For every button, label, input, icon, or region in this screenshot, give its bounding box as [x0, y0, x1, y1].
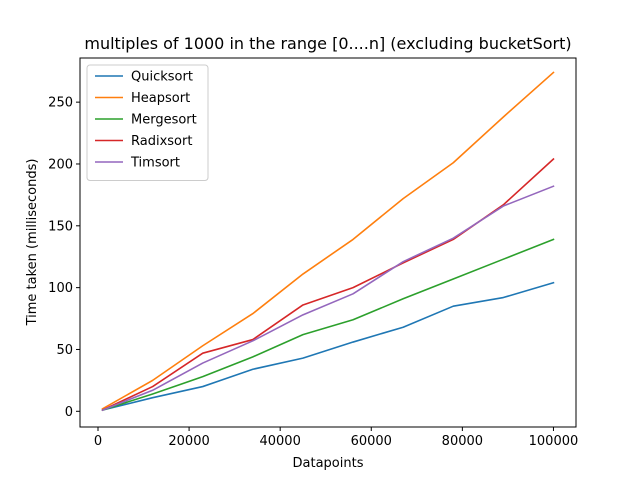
x-axis-label: Datapoints — [293, 456, 364, 471]
series-line-mergesort — [101, 238, 555, 412]
legend-label-mergesort: Mergesort — [131, 113, 197, 128]
x-tick-label: 60000 — [351, 434, 392, 449]
series-line-timsort — [101, 185, 555, 412]
y-tick-label: 250 — [48, 96, 73, 111]
x-tick-label: 20000 — [168, 434, 209, 449]
x-tick-label: 80000 — [442, 434, 483, 449]
y-tick-label: 200 — [48, 157, 73, 172]
legend-label-timsort: Timsort — [130, 156, 180, 171]
series-line-heapsort — [101, 71, 555, 410]
legend: Quicksort Heapsort Mergesort Radixsort Timso… — [86, 64, 209, 181]
chart-title: multiples of 1000 in the range [0....n] … — [84, 34, 571, 53]
x-tick-label: 0 — [94, 434, 102, 449]
legend-label-quicksort: Quicksort — [131, 70, 193, 85]
y-tick-label: 50 — [56, 343, 73, 358]
series-layer — [101, 71, 555, 412]
ticks-layer: 0 20000 40000 60000 80000 100000 0 50 100 150 200 2… — [48, 96, 578, 449]
legend-label-heapsort: Heapsort — [131, 91, 190, 106]
legend-label-radixsort: Radixsort — [131, 134, 192, 149]
y-tick-label: 0 — [65, 405, 73, 420]
y-tick-label: 100 — [48, 281, 73, 296]
x-tick-label: 100000 — [529, 434, 579, 449]
legend-box — [86, 64, 209, 181]
y-tick-label: 150 — [48, 219, 73, 234]
y-axis-label: Time taken (milliseconds) — [25, 159, 40, 327]
series-line-quicksort — [101, 281, 555, 412]
plot-frame — [79, 57, 577, 428]
x-tick-label: 40000 — [259, 434, 300, 449]
